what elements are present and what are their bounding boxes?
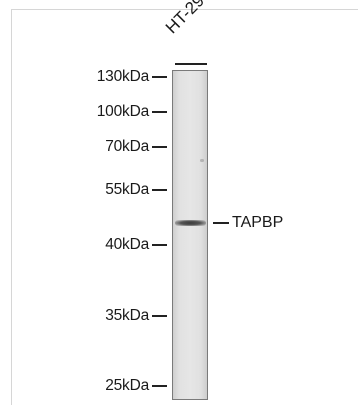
marker-tick [152, 76, 167, 78]
marker-tick [152, 315, 167, 317]
marker-label: 55kDa [105, 181, 149, 199]
marker-label: 70kDa [105, 138, 149, 156]
marker-label: 100kDa [97, 103, 149, 121]
marker-35: 35kDa [0, 306, 167, 326]
marker-label: 35kDa [105, 307, 149, 325]
marker-tick [152, 111, 167, 113]
marker-label: 25kDa [105, 377, 149, 395]
protein-band [175, 220, 206, 226]
marker-tick [152, 189, 167, 191]
band-annotation-tick [213, 222, 229, 224]
marker-tick [152, 244, 167, 246]
blot-lane [172, 70, 208, 400]
marker-label: 130kDa [97, 68, 149, 86]
band-annotation-label: TAPBP [232, 214, 283, 232]
marker-70: 70kDa [0, 137, 167, 157]
lane-label-underline [175, 63, 207, 65]
marker-tick [152, 146, 167, 148]
band-annotation: TAPBP [213, 213, 283, 233]
faint-spot [200, 159, 204, 162]
marker-130: 130kDa [0, 67, 167, 87]
marker-label: 40kDa [105, 236, 149, 254]
marker-100: 100kDa [0, 102, 167, 122]
marker-tick [152, 385, 167, 387]
marker-40: 40kDa [0, 235, 167, 255]
marker-25: 25kDa [0, 376, 167, 396]
marker-55: 55kDa [0, 180, 167, 200]
